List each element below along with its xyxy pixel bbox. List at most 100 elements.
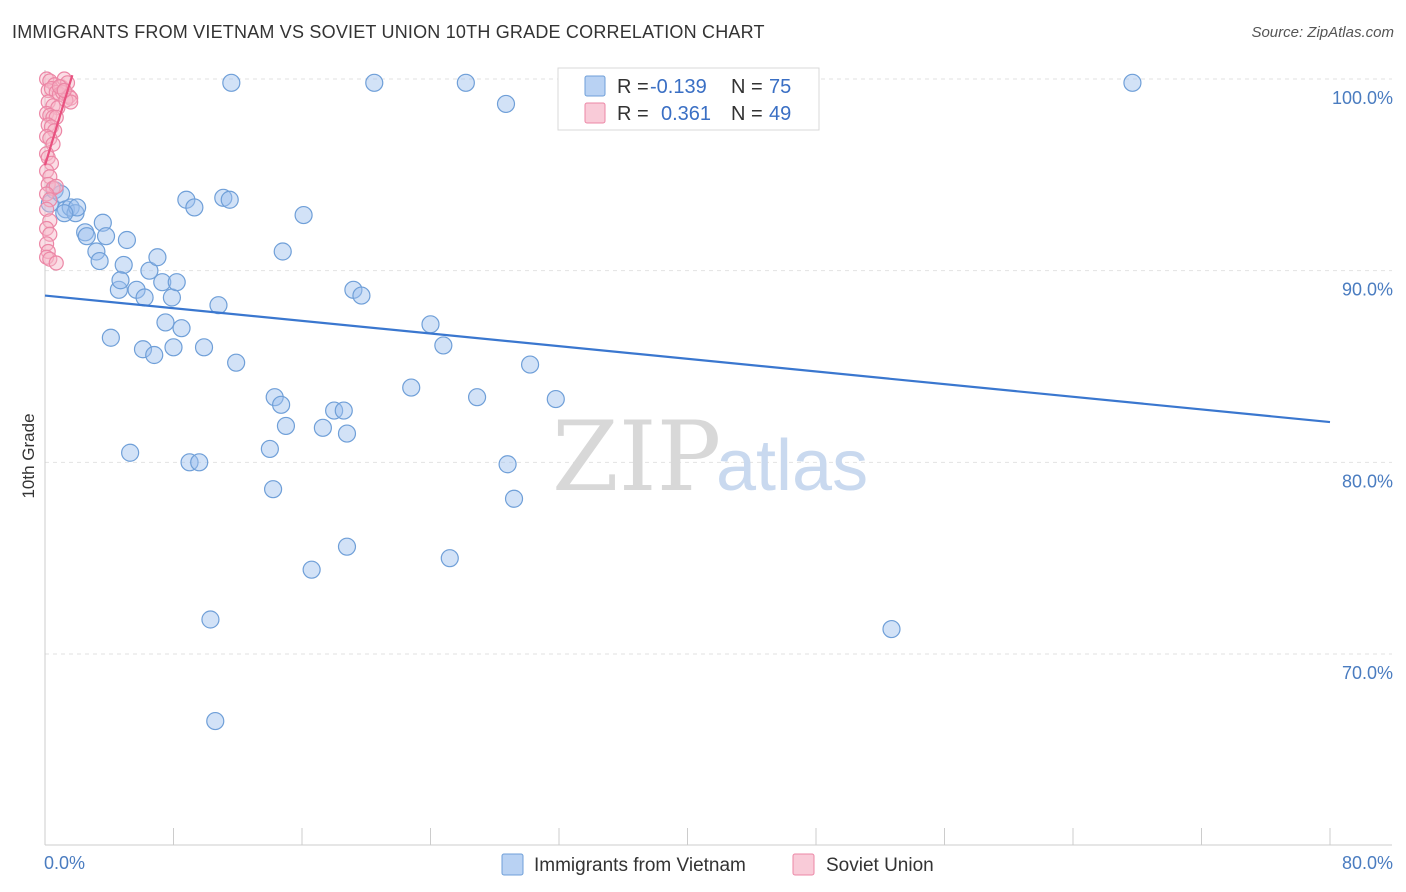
legend-swatch-soviet: [584, 102, 606, 124]
trend-lines: [43, 74, 1331, 424]
point-1-38: [39, 201, 55, 217]
point-0-59: [313, 418, 332, 437]
y-tick-label-80: 80.0%: [1342, 471, 1393, 491]
point-0-9: [77, 227, 96, 246]
point-0-21: [135, 288, 154, 307]
y-axis-label: 10th Grade: [19, 413, 38, 498]
point-0-17: [148, 248, 167, 267]
legend-r-label-vietnam: R =: [617, 76, 649, 98]
point-0-35: [294, 205, 313, 225]
point-0-11: [96, 227, 116, 246]
legend-r-value-soviet: 0.361: [661, 103, 711, 125]
legend-swatch-vietnam: [584, 75, 606, 97]
x-tick-label-max: 80.0%: [1342, 853, 1393, 873]
point-0-7: [55, 204, 74, 223]
point-0-62: [121, 443, 140, 462]
y-tick-label-70: 70.0%: [1342, 663, 1393, 683]
point-0-40: [222, 73, 241, 92]
point-1-41: [42, 226, 58, 242]
point-0-22: [153, 273, 172, 292]
bottom-legend-label-vietnam: Immigrants from Vietnam: [534, 855, 746, 876]
point-0-41: [365, 73, 384, 92]
legend-r-value-vietnam: -0.139: [650, 76, 707, 98]
point-0-27: [172, 319, 191, 338]
point-0-65: [498, 455, 517, 474]
point-0-12: [117, 230, 137, 250]
watermark-zip: ZIP: [552, 401, 721, 513]
point-0-24: [167, 273, 186, 292]
point-0-50: [520, 355, 540, 374]
point-1-37: [42, 192, 58, 208]
bottom-legend-swatch-vietnam: [501, 853, 524, 876]
point-0-30: [145, 345, 164, 365]
point-0-37: [185, 198, 204, 217]
bottom-legend-label-soviet: Soviet Union: [826, 855, 934, 876]
point-0-60: [276, 416, 296, 436]
bottom-legend: Immigrants from Vietnam Soviet Union: [501, 853, 934, 876]
y-tick-label-90: 90.0%: [1342, 280, 1393, 300]
point-1-46: [48, 255, 64, 271]
bottom-legend-swatch-soviet: [792, 853, 815, 876]
x-tick-labels: 0.0% 80.0%: [44, 853, 1393, 873]
chart-title: IMMIGRANTS FROM VIETNAM VS SOVIET UNION …: [12, 22, 765, 42]
point-0-61: [337, 424, 357, 443]
point-0-49: [434, 336, 453, 355]
point-0-63: [180, 453, 199, 472]
y-tick-label-100: 100.0%: [1332, 88, 1393, 108]
point-0-42: [456, 73, 475, 92]
point-0-48: [421, 315, 440, 334]
point-0-14: [90, 251, 109, 271]
point-0-34: [273, 242, 292, 261]
series-1-points: [39, 71, 79, 271]
point-0-47: [352, 286, 371, 305]
point-0-64: [190, 453, 209, 472]
gridlines: [45, 78, 1392, 655]
point-0-57: [325, 401, 344, 420]
point-0-52: [467, 388, 487, 407]
legend-n-label-vietnam: N =: [731, 76, 763, 98]
legend-n-value-soviet: 49: [769, 103, 791, 125]
point-0-68: [337, 537, 357, 556]
point-0-29: [133, 340, 153, 359]
point-0-32: [194, 338, 214, 357]
legend-r-label-soviet: R =: [617, 103, 649, 125]
trend-line-1: [43, 74, 74, 166]
point-0-67: [504, 489, 524, 508]
chart-source: Source: ZipAtlas.com: [1251, 24, 1394, 41]
point-0-51: [402, 378, 421, 397]
axes: [44, 70, 1392, 846]
point-0-19: [111, 271, 130, 290]
point-0-69: [302, 560, 321, 579]
point-0-43: [496, 94, 516, 114]
point-0-33: [227, 353, 246, 372]
point-0-28: [101, 328, 120, 347]
point-0-58: [334, 401, 353, 420]
y-tick-labels: 70.0% 80.0% 90.0% 100.0%: [1332, 88, 1393, 683]
point-0-31: [164, 338, 183, 357]
point-0-39: [220, 190, 239, 209]
point-0-13: [87, 242, 106, 261]
point-0-71: [201, 610, 220, 629]
legend-n-label-soviet: N =: [731, 103, 763, 125]
top-legend: R = -0.139 N = 75 R = 0.361 N = 49: [557, 67, 820, 131]
point-0-26: [156, 313, 175, 332]
trend-line-0: [44, 294, 1331, 424]
point-0-72: [882, 619, 901, 639]
watermark-atlas: atlas: [716, 426, 868, 506]
point-0-16: [140, 261, 159, 280]
point-0-53: [546, 389, 565, 409]
point-0-56: [260, 439, 279, 459]
point-0-70: [440, 549, 459, 568]
point-0-38: [214, 188, 233, 207]
point-0-55: [272, 395, 291, 414]
watermark: ZIP atlas: [552, 401, 868, 513]
legend-n-value-vietnam: 75: [769, 76, 791, 98]
point-0-10: [93, 213, 112, 232]
point-0-15: [114, 255, 133, 275]
point-0-73: [206, 711, 225, 731]
x-tick-label-min: 0.0%: [44, 853, 85, 873]
point-0-23: [162, 288, 181, 307]
point-0-45: [1123, 73, 1142, 92]
point-0-66: [263, 480, 283, 499]
